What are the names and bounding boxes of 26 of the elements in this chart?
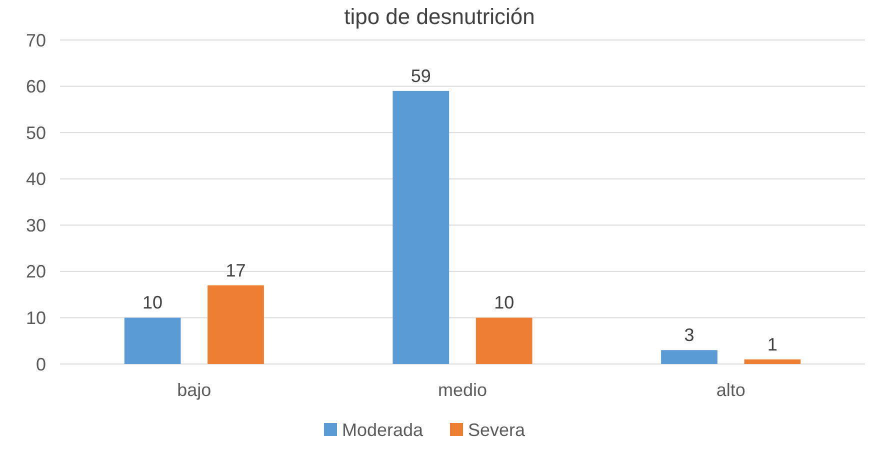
data-label: 3 (684, 325, 694, 346)
bar (744, 359, 801, 364)
x-tick-label: bajo (177, 380, 212, 400)
legend-label: Moderada (342, 420, 424, 440)
y-tick-label: 0 (36, 354, 46, 374)
data-label: 10 (142, 292, 163, 313)
y-tick-label: 50 (26, 122, 46, 143)
y-tick-label: 20 (26, 262, 46, 282)
legend-label: Severa (468, 420, 526, 440)
bar (661, 350, 718, 364)
data-label: 59 (410, 66, 431, 86)
y-tick-label: 70 (26, 30, 46, 50)
y-tick-label: 10 (26, 308, 46, 328)
bar (124, 318, 181, 364)
y-tick-label: 60 (26, 76, 46, 97)
bar (476, 318, 532, 364)
bar (208, 285, 264, 364)
y-tick-label: 30 (26, 215, 46, 236)
x-tick-label: alto (716, 380, 746, 400)
x-tick-label: medio (438, 380, 488, 400)
chart-title: tipo de desnutrición (344, 4, 535, 29)
data-label: 1 (767, 334, 778, 354)
y-tick-label: 40 (26, 169, 46, 190)
data-label: 10 (494, 292, 514, 313)
bar (392, 90, 450, 364)
data-label: 17 (226, 260, 246, 280)
